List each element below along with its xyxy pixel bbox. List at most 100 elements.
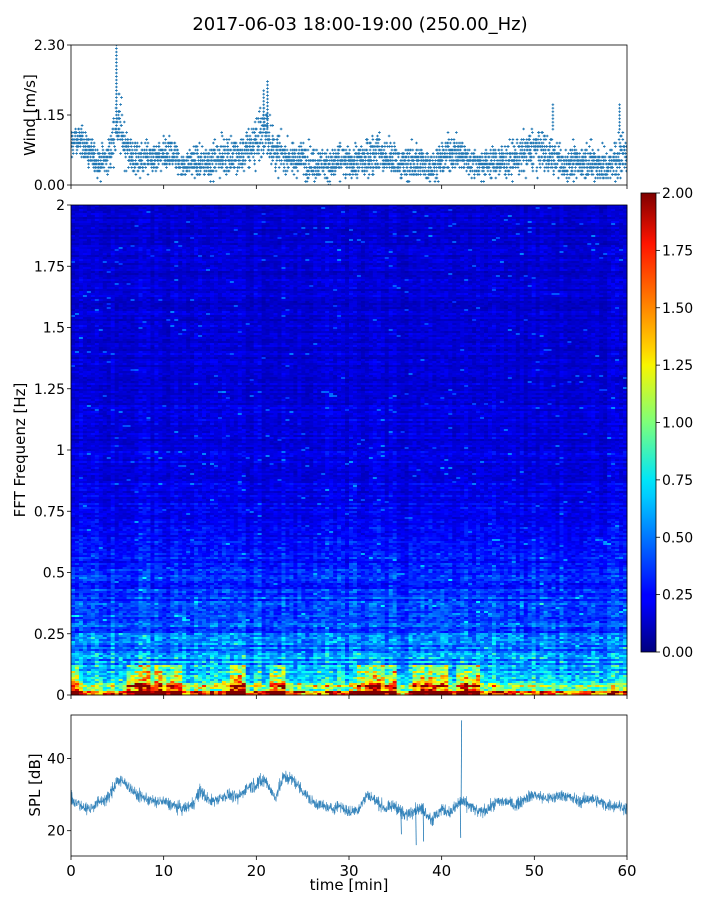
spectrogram-cell bbox=[555, 219, 560, 222]
spectrogram-cell bbox=[420, 217, 425, 220]
spectrogram-cell bbox=[122, 227, 127, 230]
spectrogram-cell bbox=[412, 221, 417, 224]
spectrogram-cell bbox=[233, 209, 239, 212]
spectrogram-cell bbox=[571, 211, 576, 214]
spectrogram-cell bbox=[241, 223, 247, 226]
spectrogram-cell bbox=[241, 221, 247, 224]
spectrogram-cell bbox=[376, 217, 382, 220]
spectrogram-cell bbox=[241, 229, 247, 232]
spectrogram-cell bbox=[237, 207, 243, 210]
spectrogram-cell bbox=[241, 207, 247, 210]
spectrogram-cell bbox=[269, 225, 274, 228]
spectrogram-cell bbox=[225, 207, 231, 210]
spectrogram-cell bbox=[253, 211, 259, 214]
spectrogram-cell bbox=[468, 221, 473, 224]
spectrogram-cell bbox=[587, 211, 592, 214]
spectrogram-cell bbox=[507, 223, 513, 226]
spectrogram-cell bbox=[190, 207, 195, 210]
spectrogram-cell bbox=[186, 229, 191, 232]
spectrogram-cell bbox=[74, 229, 80, 232]
spectrogram-cell bbox=[225, 229, 231, 232]
spectrogram-cell bbox=[623, 223, 628, 226]
spectrogram-cell bbox=[551, 205, 556, 208]
spectrogram-cell bbox=[253, 221, 259, 224]
spectrogram-cell bbox=[464, 209, 469, 212]
spectrogram-cell bbox=[436, 207, 441, 210]
spectrogram-cell bbox=[190, 219, 195, 222]
spectrogram-cell bbox=[615, 225, 620, 228]
spectrogram-cell bbox=[321, 227, 326, 230]
spectrogram-cell bbox=[162, 225, 167, 228]
spectrogram-cell bbox=[190, 215, 195, 218]
spectrogram-cell bbox=[527, 217, 533, 220]
spectrogram-cell bbox=[154, 213, 159, 216]
spectrogram-cell bbox=[388, 225, 394, 228]
spectrogram-cell bbox=[130, 229, 135, 232]
spectrogram-cell bbox=[412, 207, 417, 210]
spectrogram-cell bbox=[507, 217, 513, 220]
spectrogram-cell bbox=[392, 215, 398, 218]
spectrogram-cell bbox=[134, 211, 139, 214]
spectrogram-cell bbox=[150, 229, 155, 232]
spectrogram-cell bbox=[273, 225, 278, 228]
spectrogram-cell bbox=[206, 225, 211, 228]
spectrogram-cell bbox=[297, 225, 302, 228]
spectrogram-cell bbox=[122, 229, 127, 232]
spectrogram-cell bbox=[94, 227, 100, 230]
spectrogram-cell bbox=[146, 229, 151, 232]
spectrogram-cell bbox=[607, 215, 612, 218]
spectrogram-cell bbox=[515, 221, 521, 224]
spectrogram-cell bbox=[611, 213, 616, 216]
spectrogram-cell bbox=[297, 221, 302, 224]
spectrogram-cell bbox=[138, 221, 143, 224]
spectrogram-cell bbox=[166, 221, 171, 224]
spectrogram-cell bbox=[233, 207, 239, 210]
spectrogram-cell bbox=[416, 205, 421, 208]
spectrogram-cell bbox=[71, 227, 76, 230]
spectrogram-cell bbox=[360, 227, 366, 230]
spectrogram-cell bbox=[460, 205, 465, 208]
spectrogram-cell bbox=[261, 209, 266, 212]
spectrogram-cell bbox=[424, 207, 429, 210]
spectrogram-cell bbox=[86, 207, 92, 210]
spectrogram-cell bbox=[277, 229, 282, 232]
spectrogram-cell bbox=[345, 205, 350, 208]
spectrogram-cell bbox=[273, 211, 278, 214]
spectrogram-cell bbox=[110, 205, 116, 208]
spectrogram-cell bbox=[611, 227, 616, 230]
spectrogram-cell bbox=[412, 217, 417, 220]
spectrogram-cell bbox=[174, 229, 179, 232]
spectrogram-cell bbox=[472, 219, 477, 222]
spectrogram-cell bbox=[412, 225, 417, 228]
spectrogram-cell bbox=[94, 205, 100, 208]
spectrogram-cell bbox=[404, 207, 409, 210]
spectrogram-cell bbox=[432, 213, 437, 216]
spectrogram-cell bbox=[404, 229, 409, 232]
spectrogram-cell bbox=[484, 221, 489, 224]
spectrogram-cell bbox=[118, 225, 124, 228]
spectrogram-cell bbox=[305, 215, 310, 218]
spectrogram-cell bbox=[202, 227, 207, 230]
spectrogram-cell bbox=[317, 215, 322, 218]
spectrogram-cell bbox=[543, 221, 548, 224]
spectrogram-cell bbox=[376, 221, 382, 224]
spectrogram-cell bbox=[583, 221, 588, 224]
spectrogram-cell bbox=[488, 225, 493, 228]
spectrogram-cell bbox=[400, 225, 405, 228]
spectrogram-cell bbox=[583, 213, 588, 216]
spectrogram-cell bbox=[253, 219, 259, 222]
spectrogram-cell bbox=[384, 227, 390, 230]
spectrogram-cell bbox=[360, 223, 366, 226]
spectrogram-cell bbox=[90, 223, 96, 226]
spectrogram-cell bbox=[511, 219, 517, 222]
spectrogram-cell bbox=[86, 213, 92, 216]
spectrogram-cell bbox=[623, 209, 628, 212]
spectrogram-cell bbox=[380, 227, 386, 230]
spectrogram-cell bbox=[261, 217, 266, 220]
spectrogram-cell bbox=[297, 207, 302, 210]
spectrogram-cell bbox=[615, 219, 620, 222]
spectrogram-cell bbox=[98, 209, 104, 212]
spectrogram-cell bbox=[170, 211, 175, 214]
spectrogram-cell bbox=[249, 213, 255, 216]
spectrogram-cell bbox=[249, 215, 255, 218]
